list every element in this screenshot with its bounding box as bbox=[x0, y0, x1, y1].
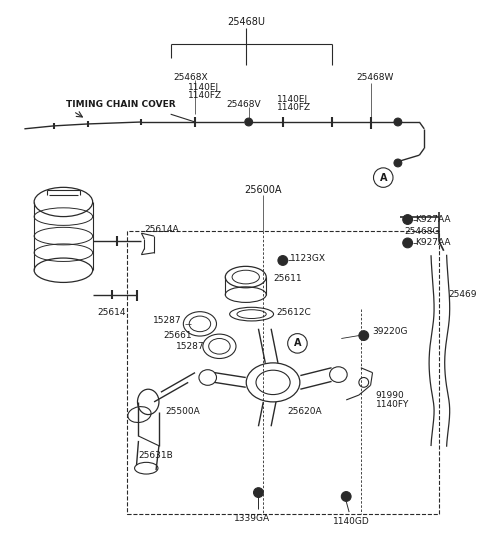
Text: 1123GX: 1123GX bbox=[289, 254, 325, 263]
Text: 25469: 25469 bbox=[449, 290, 477, 299]
Text: 1339GA: 1339GA bbox=[234, 514, 270, 523]
Text: K927AA: K927AA bbox=[415, 239, 451, 248]
Text: 25500A: 25500A bbox=[166, 407, 201, 416]
Text: 1140EJ: 1140EJ bbox=[188, 83, 219, 92]
Text: 25600A: 25600A bbox=[244, 185, 282, 195]
Text: TIMING CHAIN COVER: TIMING CHAIN COVER bbox=[66, 100, 176, 109]
Circle shape bbox=[341, 491, 351, 501]
Text: K927AA: K927AA bbox=[415, 215, 451, 224]
Text: 25611: 25611 bbox=[273, 273, 302, 282]
Text: A: A bbox=[294, 338, 301, 348]
Text: 25661: 25661 bbox=[164, 331, 192, 340]
Text: 25612C: 25612C bbox=[276, 307, 311, 316]
Text: 25614: 25614 bbox=[97, 307, 126, 316]
Circle shape bbox=[253, 487, 264, 498]
Text: 91990: 91990 bbox=[375, 391, 404, 400]
Text: 25468X: 25468X bbox=[174, 73, 208, 82]
Circle shape bbox=[394, 118, 402, 126]
Text: 25614A: 25614A bbox=[144, 225, 179, 234]
Text: 25468W: 25468W bbox=[356, 73, 393, 82]
Circle shape bbox=[394, 159, 402, 167]
Text: 1140GD: 1140GD bbox=[333, 517, 370, 527]
Circle shape bbox=[245, 118, 252, 126]
Text: 1140FY: 1140FY bbox=[375, 400, 409, 409]
Text: 25468V: 25468V bbox=[226, 100, 261, 109]
Text: 25620A: 25620A bbox=[288, 407, 322, 416]
Circle shape bbox=[278, 255, 288, 266]
Circle shape bbox=[403, 238, 412, 248]
Circle shape bbox=[359, 331, 369, 340]
Text: 25468U: 25468U bbox=[227, 17, 265, 27]
Text: 25468G: 25468G bbox=[405, 227, 440, 236]
Text: 39220G: 39220G bbox=[372, 327, 408, 336]
Text: 1140EJ: 1140EJ bbox=[277, 95, 308, 104]
Text: A: A bbox=[380, 173, 387, 183]
Text: 1140FZ: 1140FZ bbox=[277, 103, 311, 112]
Text: 1140FZ: 1140FZ bbox=[188, 91, 222, 100]
Circle shape bbox=[403, 215, 412, 224]
Text: 25631B: 25631B bbox=[138, 451, 173, 460]
Text: 15287: 15287 bbox=[153, 316, 182, 325]
Bar bbox=[127, 231, 439, 514]
Text: 15287: 15287 bbox=[176, 342, 204, 351]
